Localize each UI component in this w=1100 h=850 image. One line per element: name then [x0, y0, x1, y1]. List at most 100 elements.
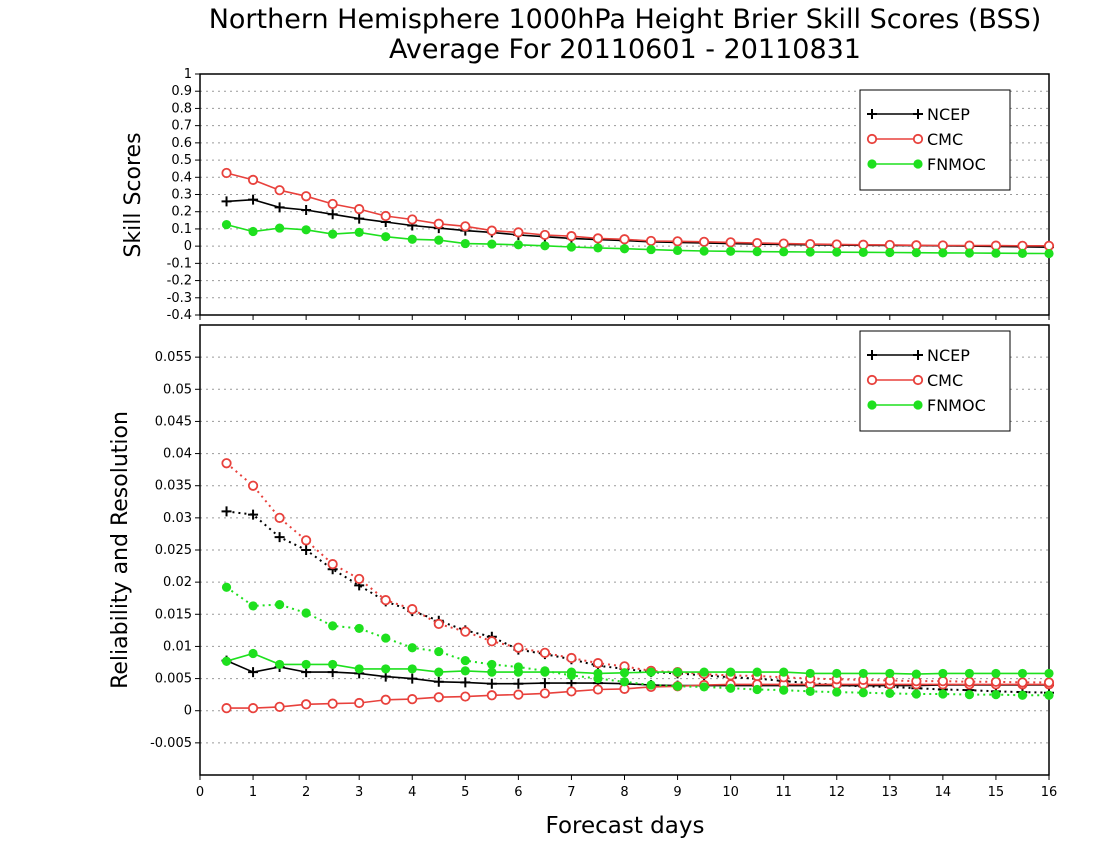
x-tick-label: 0: [196, 785, 204, 800]
y-tick-label: 0: [184, 704, 192, 719]
data-point: [407, 643, 417, 653]
data-point: [832, 247, 842, 257]
series-line: [226, 652, 1049, 675]
data-point: [221, 703, 232, 714]
legend-label: NCEP: [927, 105, 970, 124]
data-point: [460, 677, 471, 688]
data-point: [805, 686, 815, 697]
data-point: [407, 214, 418, 225]
legend-marker: [913, 159, 923, 169]
data-point: [1044, 248, 1054, 259]
data-point: [646, 244, 656, 255]
data-point: [752, 667, 762, 677]
chart-panels: -0.4 -0.3 -0.2 -0.1 0 0.1 0.2 0.3 0.4 0.5 0.6 0.7 0.…: [108, 67, 1057, 800]
data-point: [354, 213, 365, 224]
data-point: [460, 655, 470, 666]
data-point: [964, 668, 975, 679]
data-point: [221, 506, 232, 517]
data-point: [779, 247, 789, 257]
x-axis-label: Forecast days: [546, 813, 705, 839]
legend-marker: [867, 350, 877, 360]
data-point: [619, 234, 630, 245]
data-point: [1017, 248, 1028, 258]
data-point: [328, 621, 338, 631]
data-point: [301, 699, 312, 710]
data-point: [381, 232, 391, 242]
series-line: [226, 510, 1050, 694]
data-point: [354, 623, 364, 634]
series-ncep-solid: [221, 194, 1054, 253]
data-point: [752, 237, 763, 249]
data-point: [486, 690, 497, 701]
data-point: [247, 480, 259, 491]
data-point: [539, 678, 550, 689]
x-tick-label: 2: [302, 785, 310, 800]
data-point: [726, 667, 736, 677]
series-line: [225, 586, 1049, 697]
data-point: [487, 659, 497, 670]
series-line: [225, 462, 1049, 684]
y-tick-label: 0.8: [171, 101, 192, 116]
data-point: [327, 698, 338, 709]
legend-marker: [913, 350, 923, 360]
data-point: [247, 174, 259, 185]
data-point: [487, 239, 497, 249]
legend-label: FNMOC: [927, 396, 986, 415]
legend-marker: [866, 133, 878, 145]
data-point: [911, 669, 921, 679]
x-tick-label: 15: [988, 785, 1005, 800]
y-tick-label: 0.005: [155, 672, 192, 687]
data-point: [699, 667, 709, 677]
chart-title-line2: Average For 20110601 - 20110831: [389, 34, 861, 65]
y-tick-label: 0.03: [163, 511, 192, 526]
data-point: [1017, 668, 1028, 679]
data-point: [1017, 677, 1028, 688]
data-point: [593, 243, 603, 253]
data-point: [433, 218, 444, 229]
legend-label: FNMOC: [927, 155, 986, 174]
y-tick-label: 0.035: [155, 479, 192, 494]
data-point: [938, 668, 948, 679]
data-point: [513, 678, 524, 689]
data-point: [672, 236, 683, 247]
data-point: [274, 202, 285, 213]
data-point: [380, 595, 391, 606]
data-point: [911, 248, 921, 258]
data-point: [858, 668, 868, 679]
data-point: [885, 668, 895, 679]
data-point: [354, 227, 364, 237]
data-point: [433, 676, 444, 687]
data-point: [328, 229, 338, 239]
legend-marker: [912, 133, 924, 145]
x-tick-label: 16: [1041, 785, 1058, 800]
y-axis-label: Skill Scores: [121, 132, 146, 257]
data-point: [301, 535, 312, 546]
data-point: [964, 676, 975, 687]
legend-marker: [867, 400, 877, 410]
data-point: [434, 646, 444, 657]
y-tick-label: 0.4: [171, 170, 192, 185]
data-point: [858, 247, 868, 257]
data-point: [327, 209, 338, 220]
data-point: [327, 559, 338, 570]
x-tick-label: 9: [673, 785, 681, 800]
data-point: [248, 226, 258, 237]
series-line: [226, 223, 1050, 255]
data-point: [619, 668, 630, 678]
data-point: [247, 703, 259, 714]
data-point: [248, 509, 259, 520]
data-point: [566, 670, 577, 680]
x-tick-label: 4: [408, 785, 416, 800]
data-point: [354, 697, 365, 709]
x-tick-label: 5: [461, 785, 469, 800]
data-point: [1043, 677, 1055, 688]
x-tick-label: 8: [620, 785, 628, 800]
data-point: [832, 687, 842, 697]
data-point: [381, 664, 391, 674]
data-point: [301, 191, 312, 202]
data-point: [354, 204, 365, 215]
legend-marker: [867, 159, 877, 169]
x-tick-label: 11: [775, 785, 792, 800]
data-point: [513, 642, 524, 653]
data-point: [1043, 240, 1055, 251]
